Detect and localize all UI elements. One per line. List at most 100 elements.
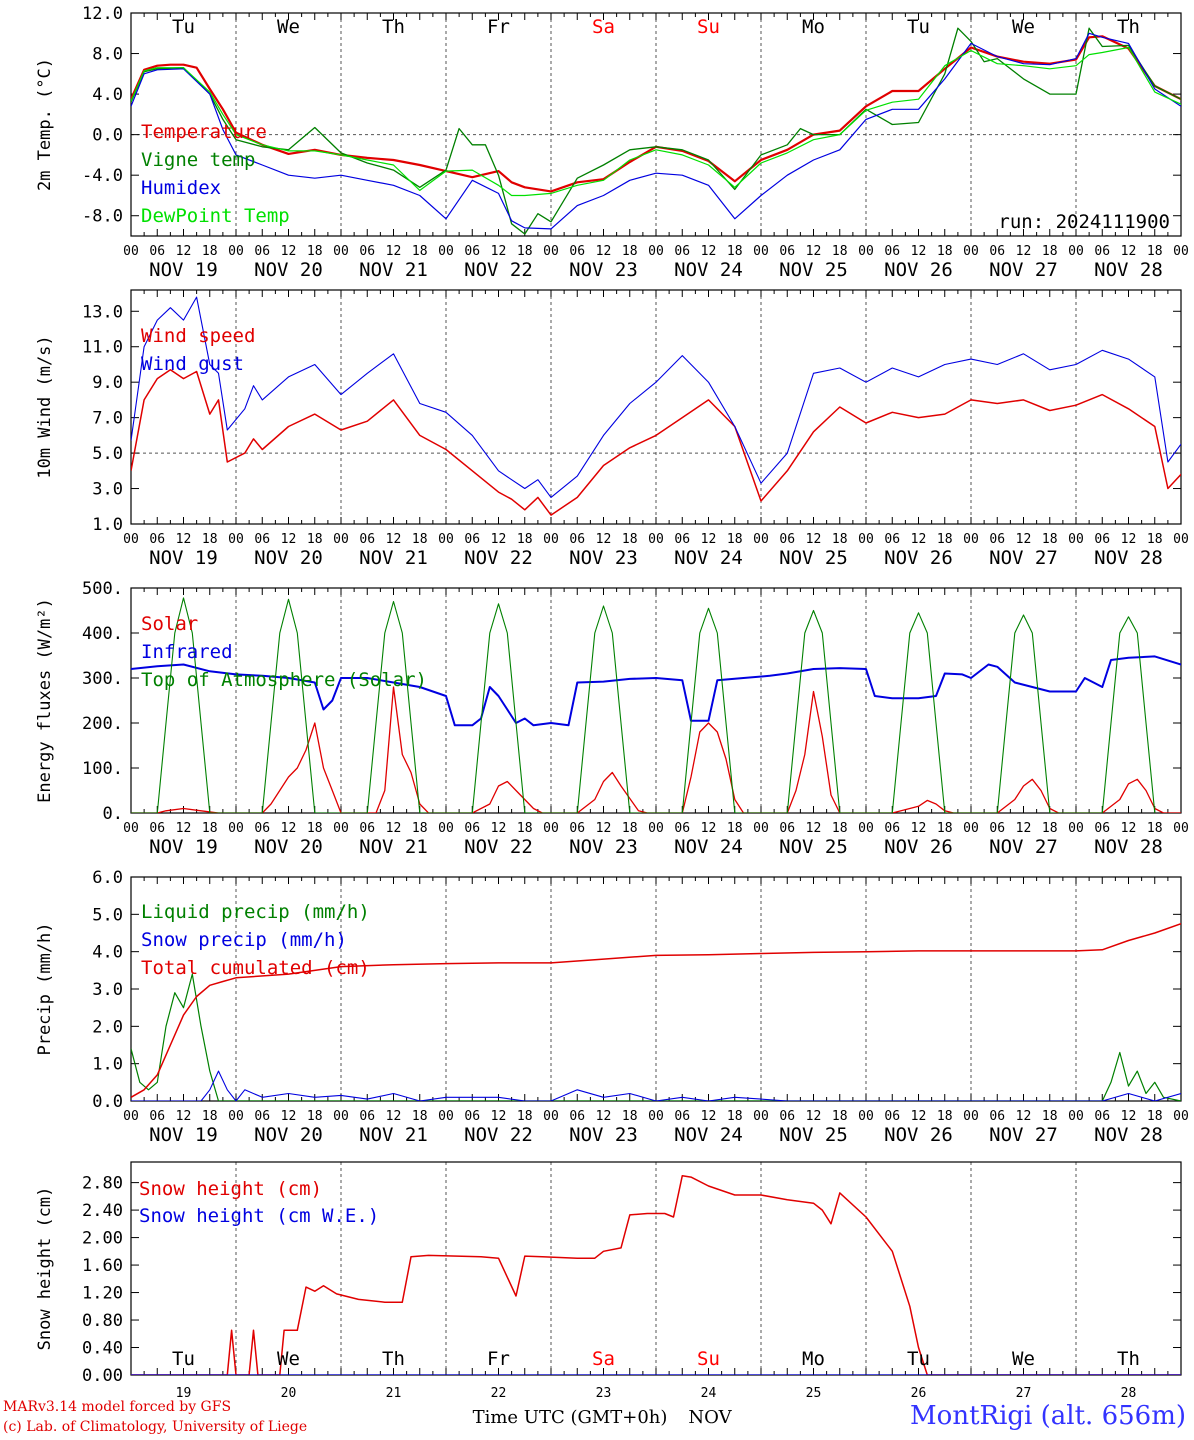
hour-tick-label: 00 [438, 244, 454, 259]
hour-tick-label: 18 [727, 244, 743, 259]
hour-tick-label: 18 [727, 532, 743, 547]
date-label: NOV 25 [779, 1124, 848, 1146]
y-tick-label: 8.0 [92, 45, 123, 65]
hour-tick-label: 12 [701, 1109, 717, 1124]
date-label: NOV 24 [674, 836, 743, 858]
hour-tick-label: 18 [1147, 532, 1163, 547]
legend-entry: Vigne temp [141, 149, 255, 171]
hour-tick-label: 18 [202, 532, 218, 547]
date-label: NOV 26 [884, 836, 953, 858]
date-label: NOV 28 [1094, 547, 1163, 569]
legend-entry: Snow precip (mm/h) [141, 929, 347, 951]
station-label: MontRigi (alt. 656m) [910, 1401, 1186, 1431]
date-label: NOV 24 [674, 547, 743, 569]
hour-tick-label: 06 [569, 244, 585, 259]
legend-entry: DewPoint Temp [141, 205, 290, 227]
y-tick-label: 200. [82, 714, 123, 734]
hour-tick-label: 06 [674, 1109, 690, 1124]
hour-tick-label: 00 [858, 532, 874, 547]
day-number-label: 20 [281, 1386, 297, 1401]
hour-tick-label: 18 [307, 821, 323, 836]
day-number-label: 25 [806, 1386, 822, 1401]
legend-entry: Solar [141, 613, 198, 635]
hour-tick-label: 12 [386, 1109, 402, 1124]
weekday-label: Th [382, 16, 405, 38]
hour-tick-label: 18 [1042, 1109, 1058, 1124]
hour-tick-label: 12 [596, 244, 612, 259]
date-label: NOV 20 [254, 547, 323, 569]
hour-tick-label-end: 00 [1173, 532, 1189, 547]
date-label: NOV 22 [464, 1124, 533, 1146]
hour-tick-label: 18 [832, 532, 848, 547]
hour-tick-label: 18 [1042, 244, 1058, 259]
date-label: NOV 22 [464, 836, 533, 858]
y-tick-label: 1.0 [92, 515, 123, 535]
hour-tick-label: 06 [884, 821, 900, 836]
date-label: NOV 27 [989, 259, 1058, 281]
hour-tick-label: 12 [806, 532, 822, 547]
date-label: NOV 23 [569, 259, 638, 281]
y-tick-label: 12.0 [82, 4, 123, 24]
date-label: NOV 26 [884, 1124, 953, 1146]
hour-tick-label: 06 [884, 1109, 900, 1124]
y-tick-label: 2.80 [82, 1174, 123, 1194]
hour-tick-label: 00 [333, 1109, 349, 1124]
hour-tick-label: 12 [491, 532, 507, 547]
hour-tick-label: 06 [254, 532, 270, 547]
hour-tick-label: 18 [202, 821, 218, 836]
hour-tick-label-end: 00 [1173, 1109, 1189, 1124]
y-tick-label: 5.0 [92, 905, 123, 925]
y-tick-label: 3.0 [92, 480, 123, 500]
run-label: run: 2024111900 [998, 211, 1170, 233]
hour-tick-label: 12 [491, 244, 507, 259]
legend-entry: Temperature [141, 121, 267, 143]
hour-tick-label: 06 [359, 1109, 375, 1124]
hour-tick-label: 00 [963, 532, 979, 547]
y-axis-label: Energy fluxes (W/m²) [35, 598, 55, 803]
hour-tick-label: 12 [701, 532, 717, 547]
hour-tick-label: 18 [307, 1109, 323, 1124]
date-label: NOV 26 [884, 547, 953, 569]
hour-tick-label: 18 [412, 532, 428, 547]
hour-tick-label: 06 [674, 821, 690, 836]
hour-tick-label: 12 [176, 821, 192, 836]
weekday-label: Tu [172, 16, 195, 38]
hour-tick-label: 12 [596, 532, 612, 547]
hour-tick-label: 12 [701, 821, 717, 836]
date-label: NOV 20 [254, 259, 323, 281]
hour-tick-label: 00 [228, 244, 244, 259]
hour-tick-label: 00 [543, 821, 559, 836]
weekday-label-bottom: Fr [487, 1348, 510, 1370]
hour-tick-label: 00 [858, 244, 874, 259]
hour-tick-label: 06 [1094, 821, 1110, 836]
date-label: NOV 20 [254, 1124, 323, 1146]
hour-tick-label: 12 [806, 821, 822, 836]
weekday-label-bottom: Th [1117, 1348, 1140, 1370]
hour-tick-label: 18 [412, 821, 428, 836]
hour-tick-label: 18 [412, 244, 428, 259]
x-axis-label-month: NOV [688, 1407, 732, 1428]
footer-copyright: (c) Lab. of Climatology, University of L… [3, 1419, 307, 1435]
model-label: MARv3.14 model forced by GFS [3, 1399, 232, 1415]
y-tick-label: 13.0 [82, 302, 123, 322]
weekday-label-bottom: Sa [592, 1348, 615, 1370]
hour-tick-label: 06 [989, 1109, 1005, 1124]
weekday-label: Fr [487, 16, 510, 38]
series-line [131, 27, 1181, 235]
weekday-label: Su [697, 16, 720, 38]
date-label: NOV 25 [779, 547, 848, 569]
y-tick-label: 0.80 [82, 1311, 123, 1331]
hour-tick-label: 06 [674, 244, 690, 259]
series-line [131, 973, 1181, 1101]
date-label: NOV 19 [149, 836, 218, 858]
hour-tick-label: 00 [438, 1109, 454, 1124]
date-label: NOV 24 [674, 1124, 743, 1146]
date-label: NOV 23 [569, 1124, 638, 1146]
y-tick-label: 0.0 [92, 126, 123, 146]
hour-tick-label: 18 [937, 1109, 953, 1124]
hour-tick-label-end: 00 [1173, 244, 1189, 259]
hour-tick-label: 00 [543, 532, 559, 547]
hour-tick-label: 18 [832, 244, 848, 259]
series-line [131, 655, 1181, 727]
